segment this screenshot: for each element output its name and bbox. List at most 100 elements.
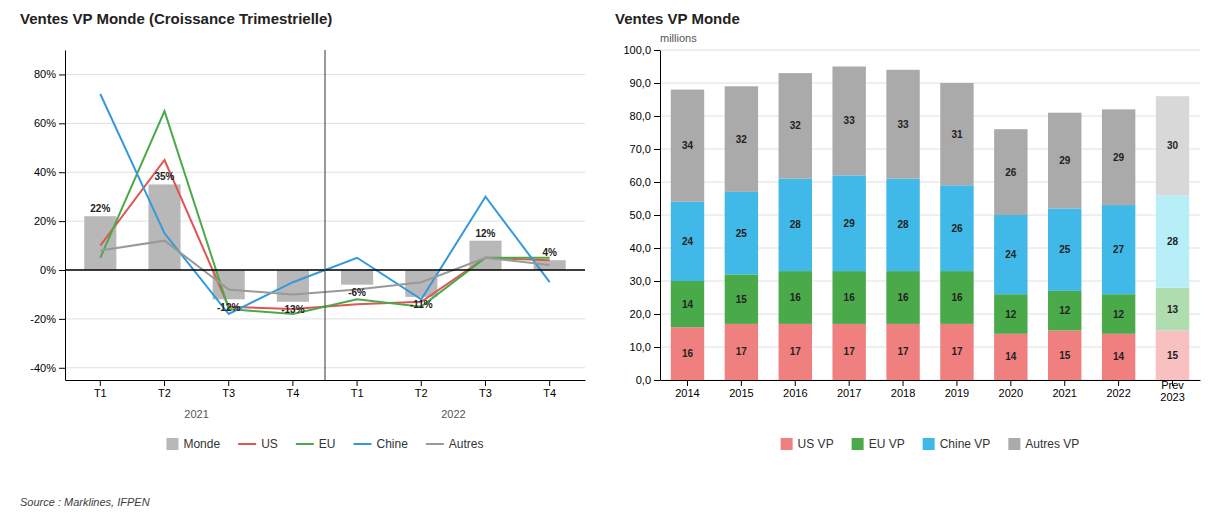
legend-label: Chine VP bbox=[940, 437, 991, 451]
legend-label: US VP bbox=[798, 437, 834, 451]
bar-segment bbox=[779, 73, 812, 179]
legend-item: Chine bbox=[354, 437, 409, 451]
bar-segment bbox=[779, 324, 812, 380]
bar-segment bbox=[886, 271, 919, 324]
chart-title: Ventes VP Monde bbox=[615, 10, 740, 27]
bar-segment bbox=[886, 324, 919, 380]
grid-line bbox=[660, 83, 1200, 84]
data-label: -11% bbox=[410, 299, 433, 310]
data-label: 17 bbox=[897, 346, 909, 357]
y-tick: 90,0 bbox=[630, 77, 660, 89]
x-tick-mark bbox=[1010, 380, 1011, 386]
data-label: -6% bbox=[348, 287, 366, 298]
x-tick-mark bbox=[549, 380, 550, 386]
x-tick-label: 2018 bbox=[891, 387, 915, 399]
x-tick-label: T4 bbox=[543, 387, 556, 399]
bar-segment bbox=[994, 129, 1027, 215]
data-label: 31 bbox=[951, 129, 963, 140]
x-tick-mark bbox=[903, 380, 904, 386]
y-tick-label: 30,0 bbox=[630, 275, 651, 287]
y-tick-label: 20,0 bbox=[630, 308, 651, 320]
x-tick-mark bbox=[485, 380, 486, 386]
data-label: 17 bbox=[736, 346, 748, 357]
legend-label: Monde bbox=[183, 437, 220, 451]
x-tick-mark bbox=[164, 380, 165, 386]
legend-swatch bbox=[781, 438, 793, 450]
bar-segment bbox=[1156, 288, 1189, 331]
bar-segment bbox=[779, 271, 812, 324]
data-label: 27 bbox=[1113, 244, 1125, 255]
bar-segment bbox=[832, 67, 865, 176]
x-tick-label: T1 bbox=[351, 387, 364, 399]
bar-segment bbox=[725, 274, 758, 324]
y-tick-mark bbox=[59, 74, 65, 75]
legend-label: US bbox=[261, 437, 278, 451]
y-tick-label: 90,0 bbox=[630, 77, 651, 89]
data-label: 15 bbox=[1059, 350, 1071, 361]
y-tick-label: 10,0 bbox=[630, 341, 651, 353]
bar-segment bbox=[940, 83, 973, 185]
x-tick-label: 2021 bbox=[1052, 387, 1076, 399]
group-divider bbox=[324, 50, 325, 380]
bar-segment bbox=[671, 90, 704, 202]
x-axis: T1T2T3T4T1T2T3T4 bbox=[66, 380, 586, 399]
data-label: 12 bbox=[1113, 309, 1125, 320]
x-tick-label: Prev2023 bbox=[1160, 379, 1184, 403]
data-label: 14 bbox=[1005, 351, 1017, 362]
bar-segment bbox=[832, 324, 865, 380]
bar-segment bbox=[1048, 331, 1081, 381]
legend-label: Autres bbox=[449, 437, 484, 451]
legend-item: Autres bbox=[426, 437, 484, 451]
y-tick-mark bbox=[654, 116, 660, 117]
data-label: 17 bbox=[844, 346, 856, 357]
bar-segment bbox=[1156, 331, 1189, 381]
x-tick: 2014 bbox=[675, 380, 699, 399]
bar bbox=[84, 216, 116, 270]
legend-swatch bbox=[238, 443, 256, 445]
x-tick-mark bbox=[100, 380, 101, 386]
bar-segment bbox=[940, 185, 973, 271]
y-tick: -40% bbox=[30, 362, 65, 374]
legend-swatch bbox=[852, 438, 864, 450]
legend-item: US bbox=[238, 437, 278, 451]
y-tick-label: 40,0 bbox=[630, 242, 651, 254]
bar-segment bbox=[940, 271, 973, 324]
x-tick-label: T2 bbox=[158, 387, 171, 399]
y-tick-label: 20% bbox=[34, 215, 56, 227]
y-tick-label: -40% bbox=[30, 362, 56, 374]
data-label: 16 bbox=[844, 292, 856, 303]
bar-segment bbox=[779, 179, 812, 271]
data-label: 17 bbox=[790, 346, 802, 357]
data-label: 25 bbox=[736, 228, 748, 239]
y-axis: -40%-20%0%20%40%60%80% bbox=[30, 51, 65, 381]
bar-segment bbox=[940, 324, 973, 380]
x-tick: 2015 bbox=[729, 380, 753, 399]
panel-0: Ventes VP Monde (Croissance Trimestriell… bbox=[20, 10, 586, 451]
y-tick: 40% bbox=[34, 166, 65, 178]
x-tick-mark bbox=[1064, 380, 1065, 386]
data-labels: 22%35%-12%-13%-6%-11%12%4% bbox=[90, 171, 557, 315]
y-tick-label: 80% bbox=[34, 68, 56, 80]
x-tick-label: 2020 bbox=[999, 387, 1023, 399]
x-tick-mark bbox=[357, 380, 358, 386]
y-tick: 20% bbox=[34, 215, 65, 227]
data-label: 22% bbox=[90, 203, 110, 214]
y-tick-label: 0% bbox=[40, 264, 56, 276]
y-tick: 60,0 bbox=[630, 176, 660, 188]
chart-root: Ventes VP Monde (Croissance Trimestriell… bbox=[0, 0, 1220, 516]
data-label: 30 bbox=[1167, 140, 1179, 151]
x-tick: T4 bbox=[286, 380, 299, 399]
x-tick-label: 2016 bbox=[783, 387, 807, 399]
x-tick-label: 2019 bbox=[945, 387, 969, 399]
y-tick: 80,0 bbox=[630, 110, 660, 122]
y-tick-mark bbox=[59, 319, 65, 320]
data-label: 29 bbox=[844, 218, 856, 229]
y-tick: 70,0 bbox=[630, 143, 660, 155]
x-tick: 2017 bbox=[837, 380, 861, 399]
y-tick-mark bbox=[59, 270, 65, 271]
x-tick-label: T4 bbox=[286, 387, 299, 399]
x-tick: 2020 bbox=[999, 380, 1023, 399]
y-tick-label: 70,0 bbox=[630, 143, 651, 155]
x-tick-label: 2014 bbox=[675, 387, 699, 399]
y-tick-mark bbox=[654, 215, 660, 216]
